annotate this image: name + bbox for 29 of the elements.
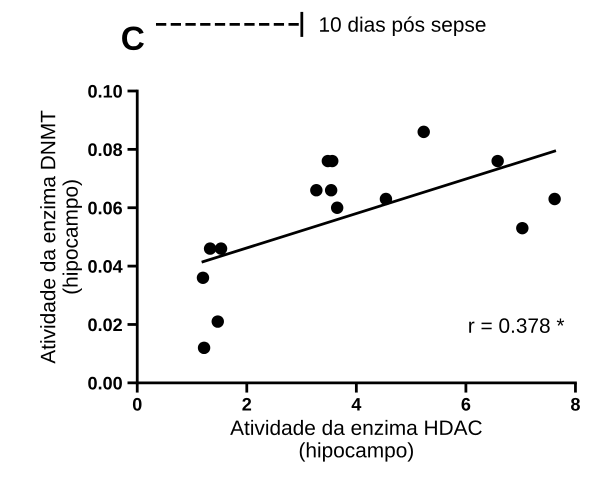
point bbox=[204, 242, 216, 255]
y-tick-label: 0.06 bbox=[88, 202, 122, 214]
point bbox=[212, 315, 224, 328]
point bbox=[198, 342, 210, 354]
point bbox=[516, 222, 529, 234]
y-tick-label: 0.02 bbox=[88, 318, 122, 332]
x-tick-label: 4 bbox=[352, 398, 362, 411]
point bbox=[380, 192, 392, 206]
legend-label: 10 dias pós sepse bbox=[320, 16, 486, 36]
point bbox=[214, 242, 228, 255]
y-tick-label: 0.08 bbox=[88, 143, 122, 156]
point bbox=[548, 192, 561, 206]
point bbox=[310, 184, 323, 196]
x-tick-label: 0 bbox=[132, 398, 142, 411]
x-tick-label: 8 bbox=[571, 398, 580, 411]
point bbox=[491, 154, 504, 168]
x-tick-label: 6 bbox=[462, 398, 470, 411]
y-axis-title: Atividade da enzima DNMT (hipocampo) bbox=[40, 110, 82, 364]
point bbox=[330, 202, 344, 214]
x-axis-title: Atividade da enzima HDAC (hipocampo) bbox=[230, 420, 482, 462]
annotation: r = 0.378 * bbox=[469, 318, 564, 333]
y-tick-label: 0.04 bbox=[88, 260, 123, 273]
y-tick-label: 0.00 bbox=[88, 376, 122, 390]
x-tick-label: 2 bbox=[242, 398, 252, 411]
text: C bbox=[122, 26, 144, 50]
y-tick-label: 0.10 bbox=[88, 84, 122, 98]
point bbox=[324, 184, 338, 196]
point bbox=[196, 272, 210, 284]
point bbox=[418, 126, 430, 138]
